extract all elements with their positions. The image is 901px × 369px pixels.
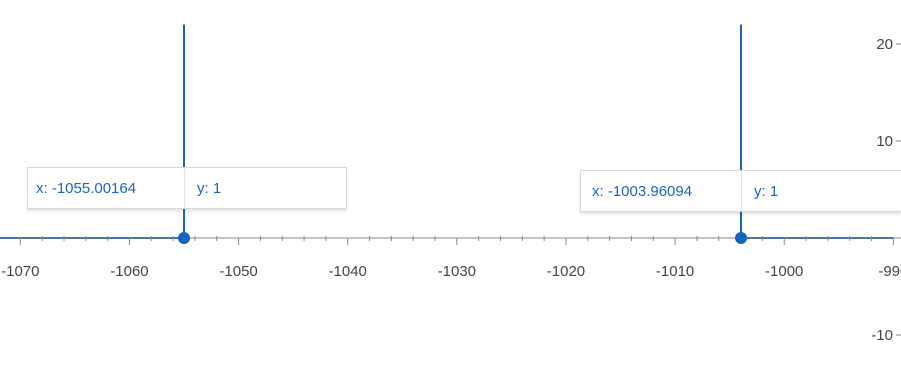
point-tooltip-1: x: -1055.00164 y: 1 bbox=[27, 167, 347, 209]
x-axis: -1070 -1060 -1050 -1040 -1030 -1020 -1010 -1000… bbox=[0, 236, 901, 280]
tooltip-x-value: x: -1055.00164 bbox=[36, 179, 137, 197]
y-tick-label: -10 bbox=[871, 327, 893, 344]
y-tick-label: 20 bbox=[876, 36, 893, 53]
x-tick-label: -1060 bbox=[110, 263, 148, 280]
tooltip-x-value: x: -1003.96094 bbox=[592, 182, 693, 200]
y-tick-label: 10 bbox=[876, 133, 893, 150]
x-tick-label: -990 bbox=[878, 263, 901, 280]
tooltip-y-value: y: 1 bbox=[197, 179, 222, 197]
x-tick-label: -1040 bbox=[329, 263, 367, 280]
tooltip-y-value: y: 1 bbox=[754, 182, 779, 200]
x-tick-label: -1030 bbox=[438, 263, 476, 280]
marker-layer bbox=[178, 232, 747, 244]
y-axis: 20 10 -10 bbox=[871, 36, 901, 344]
x-tick-label: -1000 bbox=[765, 263, 803, 280]
data-point-marker-1[interactable] bbox=[178, 232, 190, 244]
tooltip-divider bbox=[184, 168, 185, 208]
tooltip-divider bbox=[741, 171, 742, 211]
x-tick-label: -1020 bbox=[547, 263, 585, 280]
point-tooltip-2: x: -1003.96094 y: 1 bbox=[580, 170, 901, 212]
x-tick-label: -1010 bbox=[656, 263, 694, 280]
x-tick-label: -1050 bbox=[219, 263, 257, 280]
data-point-marker-2[interactable] bbox=[735, 232, 747, 244]
x-tick-label: -1070 bbox=[1, 263, 39, 280]
